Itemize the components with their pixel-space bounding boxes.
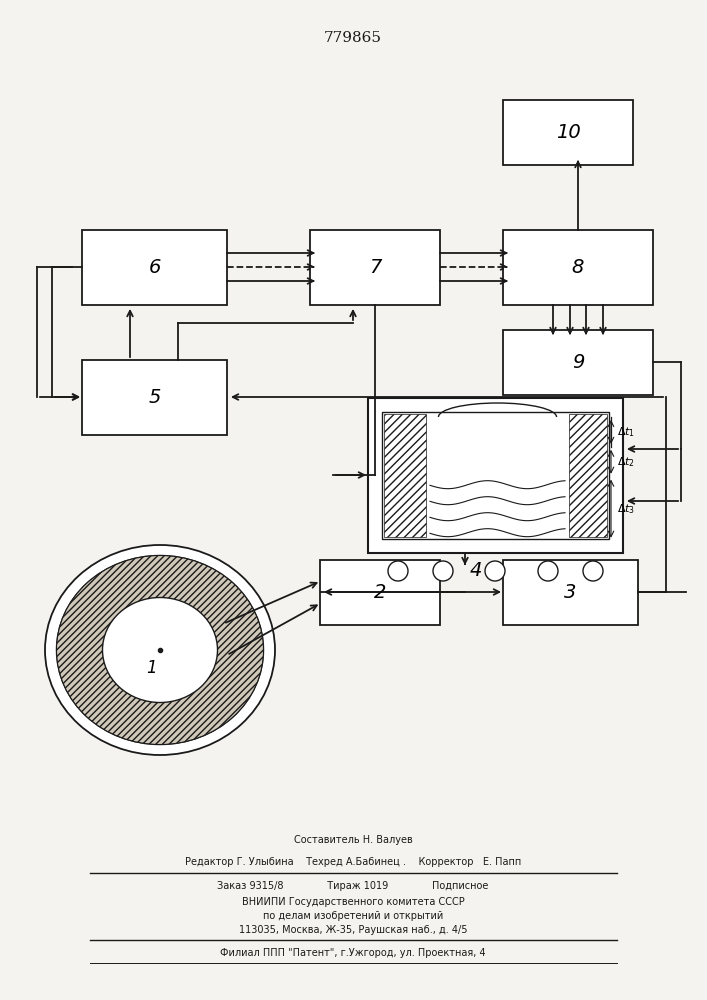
- Text: по делам изобретений и открытий: по делам изобретений и открытий: [263, 911, 443, 921]
- Text: $\Delta t_2$: $\Delta t_2$: [617, 455, 635, 469]
- Text: Составитель Н. Валуев: Составитель Н. Валуев: [293, 835, 412, 845]
- Text: 4: 4: [469, 562, 481, 580]
- Ellipse shape: [57, 556, 264, 744]
- Bar: [503, 330, 653, 395]
- Circle shape: [538, 561, 558, 581]
- Bar: [82, 230, 227, 305]
- Circle shape: [433, 561, 453, 581]
- Bar: [382, 412, 609, 539]
- Bar: [310, 230, 440, 305]
- Bar: [320, 560, 440, 625]
- Text: $\Delta t_1$: $\Delta t_1$: [617, 425, 635, 439]
- Text: Филиал ППП "Патент", г.Ужгород, ул. Проектная, 4: Филиал ППП "Патент", г.Ужгород, ул. Прое…: [220, 948, 486, 958]
- Text: 113035, Москва, Ж-35, Раушская наб., д. 4/5: 113035, Москва, Ж-35, Раушская наб., д. …: [239, 925, 467, 935]
- Bar: [569, 414, 607, 537]
- Text: 7: 7: [369, 258, 381, 277]
- Text: Заказ 9315/8              Тираж 1019              Подписное: Заказ 9315/8 Тираж 1019 Подписное: [217, 881, 489, 891]
- Ellipse shape: [57, 556, 264, 744]
- Text: 3: 3: [564, 583, 577, 602]
- Circle shape: [485, 561, 505, 581]
- Ellipse shape: [103, 597, 218, 702]
- Text: 1: 1: [146, 659, 158, 677]
- Text: Редактор Г. Улыбина    Техред А.Бабинец .    Корректор   Е. Папп: Редактор Г. Улыбина Техред А.Бабинец . К…: [185, 857, 521, 867]
- Bar: [82, 360, 227, 435]
- Text: $\Delta t_3$: $\Delta t_3$: [617, 502, 635, 516]
- Text: 779865: 779865: [324, 31, 382, 45]
- Text: 9: 9: [572, 353, 584, 372]
- Text: 2: 2: [374, 583, 386, 602]
- Bar: [503, 560, 638, 625]
- Bar: [368, 398, 623, 553]
- Ellipse shape: [45, 545, 275, 755]
- Text: ВНИИПИ Государственного комитета СССР: ВНИИПИ Государственного комитета СССР: [242, 897, 464, 907]
- Bar: [503, 100, 633, 165]
- Text: 8: 8: [572, 258, 584, 277]
- Text: 10: 10: [556, 123, 580, 142]
- Bar: [503, 230, 653, 305]
- Text: 5: 5: [148, 388, 160, 407]
- Circle shape: [583, 561, 603, 581]
- Bar: [384, 414, 426, 537]
- Text: 6: 6: [148, 258, 160, 277]
- Circle shape: [388, 561, 408, 581]
